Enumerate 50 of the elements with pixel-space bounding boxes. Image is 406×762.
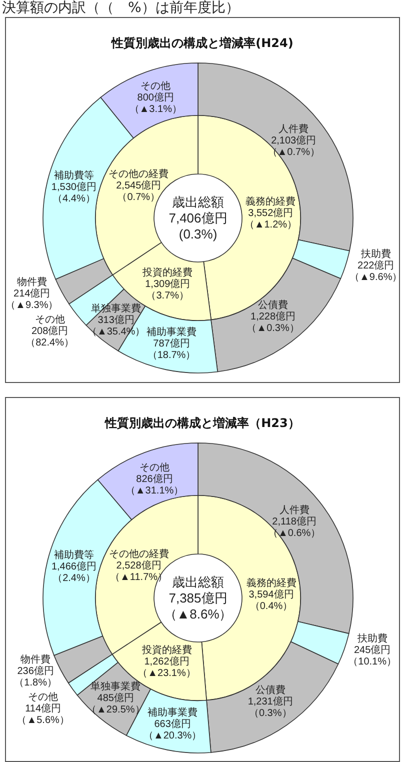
slice-label: その他の経費 [108,168,169,180]
slice-label: 単独事業費 [90,680,141,692]
data-label: 2,545億円（0.7%） [116,180,162,204]
slice-label: その他 [140,80,171,92]
data-label: 222億円（▲9.6%） [350,260,402,284]
slice-label: その他 [140,460,170,473]
data-label: 3,552億円（▲1.2%） [244,206,298,230]
slice-label: 公債費 [258,299,288,312]
slice-label: 人件費 [279,503,310,516]
data-label: 2,103億円（▲0.7%） [267,134,320,158]
slice-label: 物件費 [16,276,47,288]
slice-label: 扶助費 [356,632,388,644]
slice-label: 人件費 [278,122,309,135]
data-label: 800億円（▲3.1%） [129,91,182,115]
chart-title: 性質別歳出の構成と増減率（H23） [104,416,300,430]
text: 歳出総額7,406億円(0.3%) [168,194,228,242]
slice-label: 補助費等 [54,169,94,182]
data-label: 787億円（18.7%） [147,338,196,362]
text: 歳出総額7,385億円（▲8.6%） [164,574,232,621]
data-label: 245億円（10.1%） [348,643,396,667]
slice-label: 公債費 [255,684,286,696]
slice-label: 物件費 [20,652,51,665]
data-label: 826億円（▲31.1%） [125,472,184,496]
text: 決算額の内訳（（ %）は前年度比） [2,0,240,16]
data-label: 236億円（1.8%） [14,664,57,688]
slice-label: その他 [34,313,65,326]
data-label: 1,466億円（2.4%） [51,560,96,584]
slice-label: 補助費等 [54,548,94,561]
data-label: 1,530億円（4.4%） [51,180,96,204]
data-label: 1,262億円（▲23.1%） [138,655,196,679]
data-label: 114億円（▲5.6%） [16,702,70,726]
data-label: 1,231億円（0.3%） [248,695,293,719]
slice-label: 投資的経費 [142,266,193,279]
slice-label: 義務的経費 [246,576,296,588]
data-label: 663億円（▲20.3%） [143,717,202,741]
data-label: 3,594億円（0.4%） [248,588,294,612]
data-label: 1,228億円（▲0.3%） [246,310,300,334]
slice-label: 扶助費 [360,248,391,260]
slice-label: その他の経費 [108,548,169,560]
data-label: 485億円（▲29.5%） [86,691,145,715]
slice-label: 投資的経費 [140,644,192,656]
slice-label: 義務的経費 [246,195,296,208]
data-label: 1,309億円（3.7%） [145,278,190,302]
slice-label: 補助事業費 [148,706,198,718]
chart-title: 性質別歳出の構成と増減率(H24) [110,36,294,50]
data-label: 214億円（▲9.3%） [6,287,58,311]
data-label: 2,118億円（▲0.6%） [268,514,321,538]
slice-label: 補助事業費 [146,326,197,338]
slice-label: その他 [28,690,58,702]
data-label: 208億円（82.4%） [26,324,74,348]
